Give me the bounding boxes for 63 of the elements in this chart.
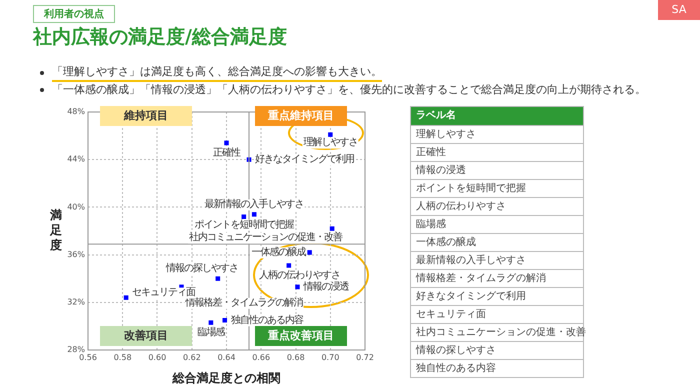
point — [208, 320, 214, 325]
point — [224, 140, 229, 146]
text: 情報の浸透 — [411, 161, 583, 179]
annotation: セキュリティ面 — [132, 287, 196, 298]
text: 好きなタイミングで利用 — [411, 287, 583, 305]
text: セキュリティ面 — [411, 305, 583, 323]
y-tick-label: 44% — [67, 154, 86, 164]
y-tick-label: 36% — [67, 250, 86, 259]
annotation: 人柄の伝わりやすさ — [258, 269, 340, 282]
x-tick-label: 0.70 — [321, 352, 340, 362]
text: 理解しやすさ — [411, 125, 583, 143]
y-tick-label: 48% — [67, 107, 86, 116]
annotation: 社内コミュニケーションの促進・改善 — [189, 231, 344, 244]
x-tick-label: 0.60 — [148, 352, 166, 362]
point — [330, 226, 334, 231]
text: 独自性のある内容 — [411, 359, 583, 377]
point — [252, 212, 256, 217]
y-tick-label: 28% — [67, 345, 86, 354]
text: 情報の探しやすさ — [411, 341, 583, 359]
x-tick-label: 0.64 — [218, 352, 236, 362]
x-tick-label: 0.72 — [356, 352, 374, 362]
point — [124, 295, 128, 300]
text: 人柄の伝わりやすさ — [411, 197, 583, 215]
y-axis-title: 満足度 — [50, 208, 63, 253]
y-tick-label: 32% — [67, 297, 86, 306]
text: 一体感の醸成 — [411, 233, 583, 251]
text: 臨場感 — [411, 215, 583, 233]
point — [242, 214, 246, 219]
text: 「一体感の醸成」「情報の浸透」「人柄の伝わりやすさ」を、優先的に改善することで総合満足度の向上が期待される。 — [52, 82, 646, 98]
y-tick-label: 40% — [67, 202, 86, 212]
annotation: 情報の浸透 — [302, 280, 350, 293]
point — [216, 276, 220, 281]
text: 最新情報の入手しやすさ — [411, 251, 583, 269]
chart-title: 社内広報の満足度/総合満足度 — [33, 25, 287, 50]
text: ポイントを短時間で把握 — [411, 179, 583, 197]
point — [295, 284, 300, 290]
point — [328, 132, 333, 137]
text: 利用者の視点 — [33, 5, 115, 23]
text: 社内コミュニケーションの促進・改善 — [411, 323, 586, 341]
x-tick-label: 0.56 — [79, 352, 97, 362]
x-tick-label: 0.66 — [252, 352, 270, 362]
annotation: 理解しやすさ — [303, 137, 358, 148]
text: ラベル名 — [411, 107, 583, 125]
point — [286, 263, 292, 268]
x-axis-title: 総合満足度との相関 — [172, 370, 280, 385]
annotation: 最新情報の入手しやすさ — [204, 198, 304, 210]
annotation: 独自性のある内容 — [230, 314, 304, 326]
text: 正確性 — [411, 143, 583, 161]
x-tick-label: 0.58 — [114, 352, 132, 362]
x-tick-label: 0.62 — [182, 352, 201, 362]
annotation: 情報の探しやすさ — [164, 262, 238, 274]
annotation: 情報格差・タイムラグの解消 — [184, 296, 304, 309]
annotation: ポイントを短時間で把握 — [194, 218, 294, 230]
point — [307, 250, 312, 255]
annotation: 好きなタイミングで利用 — [255, 153, 354, 166]
annotation: 臨場感 — [197, 326, 226, 338]
point — [222, 318, 228, 323]
x-tick-label: 0.68 — [286, 352, 305, 362]
text: SA — [658, 0, 700, 20]
text: 「理解しやすさ」は満足度も高く、総合満足度への影響も大きい。 — [52, 64, 382, 82]
annotation: 一体感の醸成 — [252, 246, 307, 258]
annotation: 正確性 — [213, 146, 241, 159]
text: 情報格差・タイムラグの解消 — [411, 269, 583, 287]
